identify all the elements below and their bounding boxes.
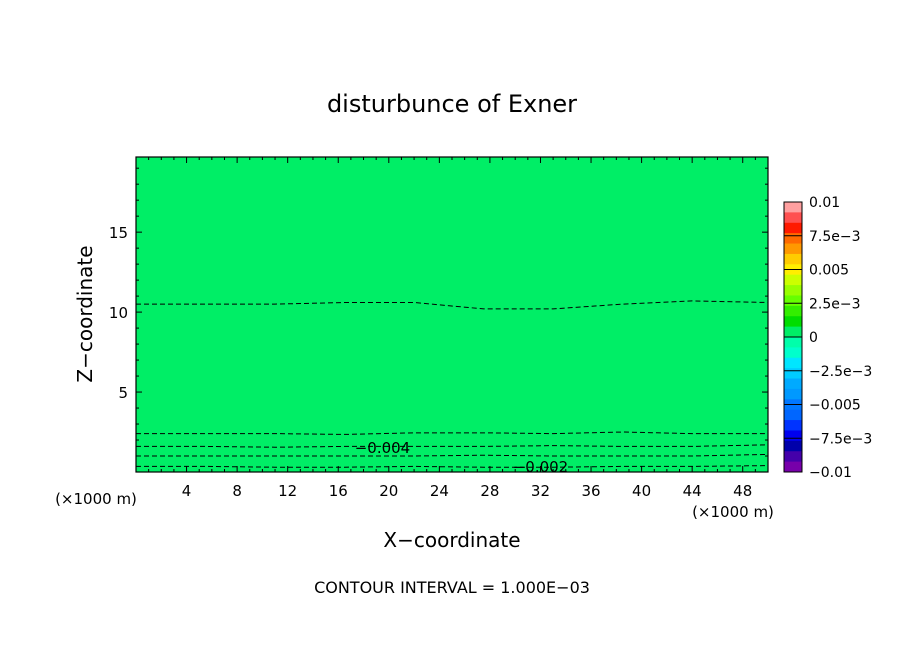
contour-line-4 [136, 465, 769, 468]
x-tick-label: 16 [329, 482, 348, 500]
x-axis-label: X−coordinate [383, 528, 520, 552]
colorbar-label: −0.01 [809, 465, 852, 481]
x-tick-label: 8 [232, 482, 242, 500]
plot-area [136, 157, 768, 472]
x-tick-label: 12 [278, 482, 297, 500]
colorbar-label: 2.5e−3 [809, 296, 861, 312]
y-axis-label: Z−coordinate [73, 245, 97, 382]
colorbar-swatch [784, 357, 802, 369]
y-tick-label: 10 [109, 304, 128, 322]
colorbar-swatch [784, 388, 802, 400]
y-tick-label: 15 [109, 224, 128, 242]
colorbar-swatch [784, 243, 802, 255]
contour-line-3 [136, 453, 769, 457]
contour-lines [136, 300, 769, 468]
colorbar-swatch [784, 285, 802, 296]
x-unit-right: (×1000 m) [692, 503, 774, 521]
colorbar-label: 0.01 [809, 195, 840, 211]
colorbar-swatch [784, 233, 802, 245]
colorbar-label: −2.5e−3 [809, 364, 872, 380]
colorbar-label: −7.5e−3 [809, 431, 872, 447]
colorbar-swatch [784, 222, 802, 234]
x-tick-label: 24 [430, 482, 449, 500]
x-axis: 4 8 12 16 20 24 28 32 36 40 44 48 [148, 157, 756, 500]
colorbar-swatch [784, 305, 802, 317]
colorbar-label: 0 [809, 330, 818, 346]
colorbar-swatch [784, 202, 802, 213]
colorbar-swatch [784, 274, 802, 286]
colorbar-swatch [784, 451, 802, 463]
contour-label-0: −0.004 [355, 439, 411, 457]
x-tick-label: 36 [581, 482, 600, 500]
colorbar-swatch [784, 378, 802, 390]
x-tick-label: 4 [182, 482, 192, 500]
x-tick-label: 40 [632, 482, 651, 500]
y-tick-label: 5 [118, 384, 128, 402]
colorbar-swatch [784, 430, 802, 442]
x-tick-label: 32 [531, 482, 550, 500]
colorbar-label: 0.005 [809, 263, 849, 279]
colorbar: 0.01 7.5e−3 0.005 2.5e−3 0 −2.5e−3 −0.005 −7.5e… [783, 195, 872, 481]
colorbar-swatch [784, 440, 802, 452]
x-tick-label: 20 [379, 482, 398, 500]
colorbar-label: −0.005 [809, 398, 861, 414]
contour-line-1 [136, 431, 768, 435]
colorbar-swatch [784, 212, 802, 224]
colorbar-swatch [784, 337, 802, 348]
colorbar-swatch [784, 461, 802, 473]
contour-interval-note: CONTOUR INTERVAL = 1.000E−03 [314, 578, 590, 597]
contour-band-6 [136, 157, 768, 472]
colorbar-swatch [784, 409, 802, 421]
contour-line-2 [136, 444, 769, 448]
x-unit-left: (×1000 m) [55, 490, 137, 508]
colorbar-swatch [784, 326, 802, 338]
x-tick-label: 44 [683, 482, 702, 500]
colorbar-swatch [784, 253, 802, 265]
colorbar-swatch [784, 420, 802, 431]
colorbar-swatch [784, 316, 802, 328]
colorbar-label: 7.5e−3 [809, 229, 861, 245]
chart-title: disturbunce of Exner [327, 90, 577, 118]
colorbar-swatch [784, 368, 802, 380]
contour-line-0 [136, 300, 769, 310]
colorbar-swatch [784, 295, 802, 307]
x-tick-label: 28 [480, 482, 499, 500]
y-axis: 5 10 15 [109, 167, 768, 457]
x-tick-label: 48 [733, 482, 752, 500]
colorbar-swatch [784, 347, 802, 359]
